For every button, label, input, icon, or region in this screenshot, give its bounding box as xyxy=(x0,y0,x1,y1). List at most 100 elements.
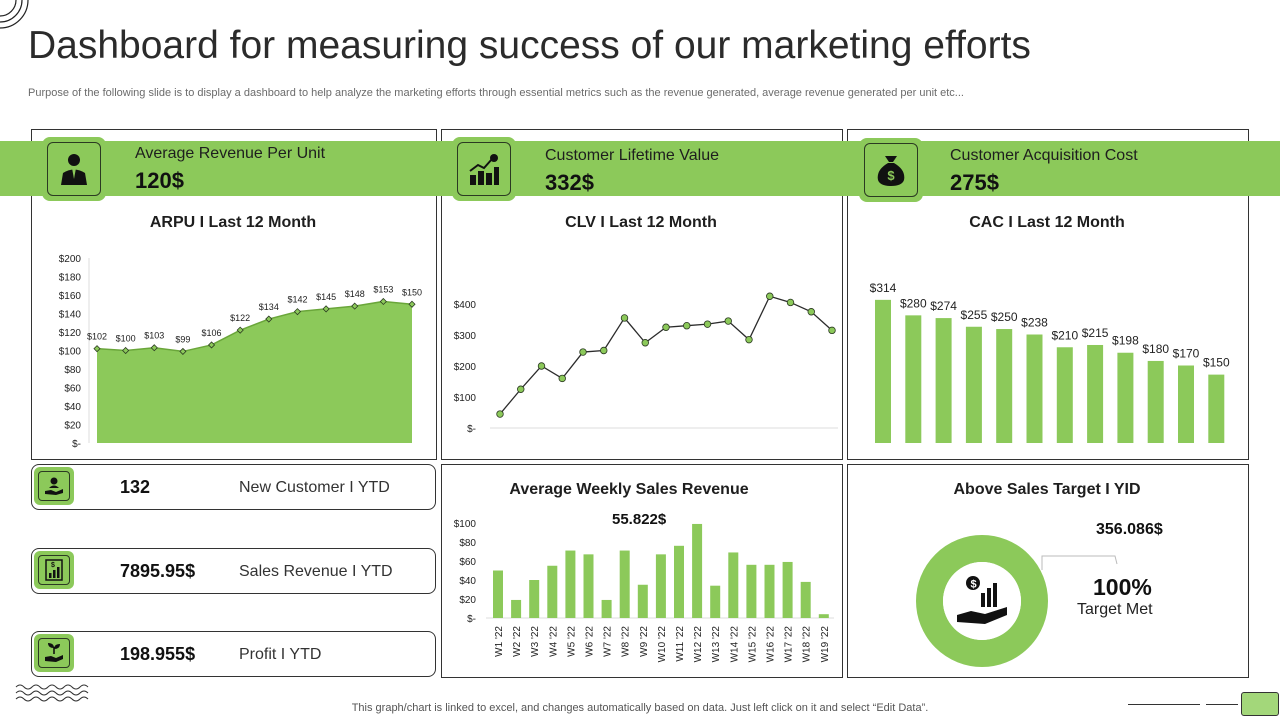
arpu-point xyxy=(236,326,244,334)
weekly-x-tick: W4 '22 xyxy=(548,626,559,657)
cac-chart-title: CAC I Last 12 Month xyxy=(969,214,1125,231)
new-customers-label: New Customer I YTD xyxy=(239,479,390,496)
weekly-bar xyxy=(674,545,684,618)
page-subtitle: Purpose of the following slide is to dis… xyxy=(28,87,964,99)
clv-point xyxy=(724,317,732,325)
weekly-x-tick: W10 '22 xyxy=(657,626,668,663)
target-donut-ring xyxy=(916,535,1048,667)
arpu-data-label: $122 xyxy=(230,313,250,323)
clv-point xyxy=(807,308,815,316)
arpu-data-label: $106 xyxy=(202,328,222,338)
weekly-bar xyxy=(565,550,576,618)
weekly-bar xyxy=(637,584,648,618)
target-chart-title: Above Sales Target I YID xyxy=(953,481,1141,498)
footer-note: This graph/chart is linked to excel, and… xyxy=(351,702,929,714)
cac-bar xyxy=(935,318,952,443)
clv-y-tick: $100 xyxy=(454,393,477,404)
svg-text:$: $ xyxy=(887,168,895,183)
stat-card-sales-revenue: $ 7895.95$ Sales Revenue I YTD xyxy=(31,548,436,594)
weekly-x-tick: W11 '22 xyxy=(675,626,686,662)
weekly-bar xyxy=(692,523,703,618)
footer-line-right xyxy=(1206,704,1238,705)
weekly-y-tick: $80 xyxy=(459,538,476,549)
clv-point xyxy=(579,348,587,356)
cac-bar xyxy=(996,329,1013,443)
clv-point xyxy=(537,362,546,370)
weekly-x-tick: W14 '22 xyxy=(729,626,740,663)
cac-bar xyxy=(1026,334,1043,443)
clv-point xyxy=(828,326,836,335)
weekly-bar xyxy=(800,581,811,618)
sales-revenue-value: 7895.95$ xyxy=(120,561,196,581)
sales-revenue-label: Sales Revenue I YTD xyxy=(239,563,393,580)
arpu-data-label: $145 xyxy=(316,292,336,302)
new-customers-value: 132 xyxy=(120,477,151,497)
svg-text:$: $ xyxy=(51,562,55,569)
arpu-data-label: $99 xyxy=(175,334,190,344)
arpu-data-label: $148 xyxy=(345,289,365,299)
cac-bar xyxy=(1178,365,1194,443)
clv-y-tick: $200 xyxy=(454,362,477,373)
weekly-x-tick: W8 '22 xyxy=(621,626,632,657)
arpu-data-label: $100 xyxy=(116,334,136,344)
cac-data-label: $198 xyxy=(1112,334,1139,348)
clv-point xyxy=(641,339,649,347)
clv-point xyxy=(558,374,566,383)
kpi-arpu-icon-box xyxy=(42,137,106,201)
arpu-line xyxy=(96,300,413,353)
weekly-bar xyxy=(601,599,612,618)
cac-data-label: $314 xyxy=(870,281,897,295)
weekly-bar xyxy=(764,564,775,618)
sales-target-panel xyxy=(847,464,1249,678)
kpi-cac-icon-box: $ xyxy=(859,138,923,202)
kpi-clv-icon-box xyxy=(452,137,516,201)
arpu-point xyxy=(322,305,330,313)
clv-y-tick: $- xyxy=(467,424,476,435)
weekly-x-tick: W7 '22 xyxy=(603,626,614,657)
svg-text:$: $ xyxy=(971,579,977,591)
hand-growth-icon: $ xyxy=(957,576,1007,624)
stat-card-new-customers: 132 New Customer I YTD xyxy=(31,464,436,510)
sales-report-icon: $ xyxy=(45,559,63,581)
weekly-y-tick: $- xyxy=(467,614,476,625)
arpu-point xyxy=(379,297,387,306)
cac-bar xyxy=(1208,374,1225,443)
weekly-x-tick: W19 '22 xyxy=(820,626,831,663)
weekly-bar xyxy=(710,585,721,618)
arpu-y-tick: $180 xyxy=(59,273,82,284)
cac-data-label: $255 xyxy=(961,308,988,322)
weekly-chart-title: Average Weekly Sales Revenue xyxy=(509,481,749,498)
arpu-y-tick: $100 xyxy=(59,347,82,358)
arpu-chart-title: ARPU I Last 12 Month xyxy=(149,214,317,231)
arpu-point xyxy=(150,344,158,352)
stat-card-profit: 198.955$ Profit I YTD xyxy=(31,631,436,677)
clv-line xyxy=(499,295,833,415)
cac-data-label: $280 xyxy=(900,296,927,310)
clv-point xyxy=(662,323,670,331)
weekly-sales-panel xyxy=(441,464,843,678)
corner-decoration-icon xyxy=(0,0,29,29)
target-leader-line xyxy=(1041,555,1118,570)
arpu-data-label: $103 xyxy=(144,331,164,341)
cac-bar xyxy=(1147,360,1164,443)
weekly-x-tick: W5 '22 xyxy=(566,626,577,657)
weekly-x-tick: W18 '22 xyxy=(802,626,813,663)
arpu-point xyxy=(265,315,273,323)
weekly-bar xyxy=(511,599,522,618)
clv-line-chart: $400 $300 $200 $100 $- xyxy=(454,292,838,435)
cac-data-label: $170 xyxy=(1173,347,1200,361)
clv-y-tick: $400 xyxy=(454,300,477,311)
hand-user-icon xyxy=(45,477,63,495)
arpu-y-tick: $140 xyxy=(59,310,82,321)
weekly-bar xyxy=(746,564,757,618)
weekly-bar-chart: $100 $80 $60 $40 $20 $- W1 '22 W2 '22 W3 '22 W4 '… xyxy=(454,519,834,663)
footer-line-left xyxy=(1128,704,1200,705)
kpi-cac-value: 275$ xyxy=(950,170,999,195)
weekly-y-tick: $40 xyxy=(459,576,476,587)
arpu-area-chart: $200 $180 $160 $140 $120 $100 $80 $60 $40 $20 $- $1… xyxy=(59,254,422,450)
cac-bar-chart: $314$280 $274 $255 $250 $238$210 $215$198$180… xyxy=(870,281,1230,443)
businessman-icon xyxy=(61,154,87,185)
weekly-x-tick: W2 '22 xyxy=(512,626,523,657)
weekly-bar xyxy=(547,565,558,618)
weekly-bar xyxy=(655,554,666,618)
